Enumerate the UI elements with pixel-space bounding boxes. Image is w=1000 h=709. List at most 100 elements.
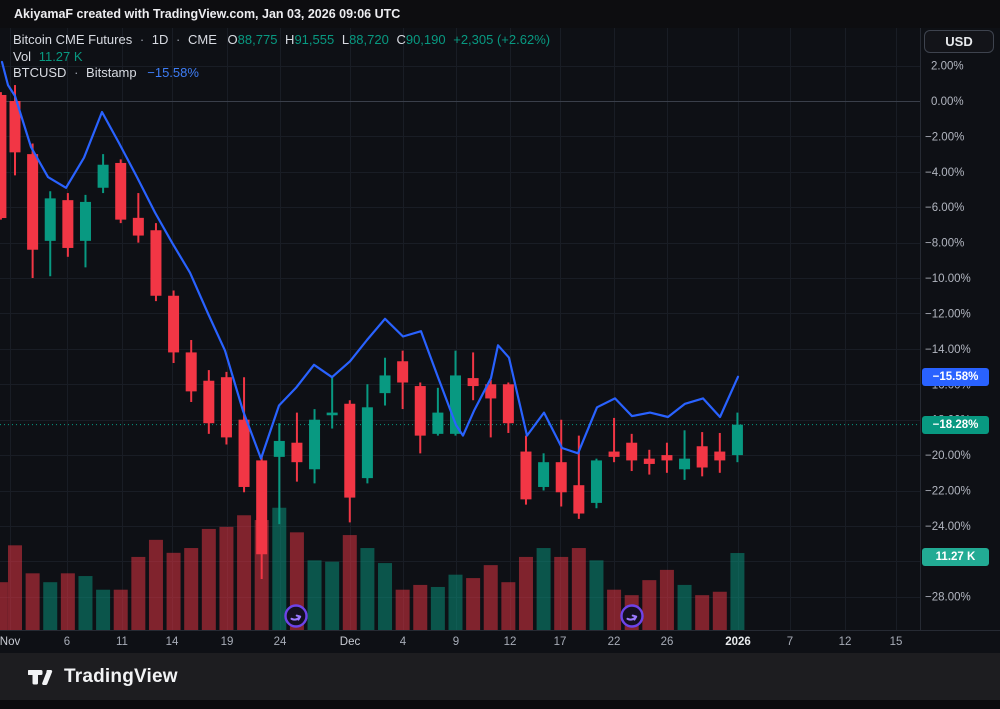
- compare-change-value: −15.58%: [147, 65, 199, 80]
- time-axis-label: 17: [554, 636, 567, 648]
- legend-separator: ·: [176, 32, 181, 47]
- candle-body: [291, 442, 303, 463]
- volume-bar: [184, 548, 199, 630]
- candle-body: [590, 460, 602, 503]
- attribution-banner: AkiyamaF created with TradingView.com, J…: [0, 0, 1000, 28]
- price-axis-label: −20.00%: [925, 450, 971, 462]
- volume-badge: 11.27 K: [922, 548, 989, 566]
- price-axis-label: −28.00%: [925, 592, 971, 604]
- price-axis-label: 0.00%: [931, 96, 964, 108]
- candle-body: [326, 412, 338, 416]
- price-axis[interactable]: 2.00% 0.00% −2.00% −4.00% −6.00% −8.00% −10.00…: [920, 28, 971, 630]
- volume-bar: [43, 582, 58, 630]
- legend-separator: ·: [139, 32, 145, 47]
- interval-label[interactable]: 1D: [151, 32, 169, 47]
- volume-bar: [607, 589, 622, 630]
- symbol-legend-row[interactable]: Bitcoin CME Futures · 1D · CME O88,775 H…: [13, 32, 550, 49]
- time-axis-label: 12: [504, 636, 517, 648]
- volume-bar: [237, 515, 252, 630]
- compare-legend-row[interactable]: BTCUSD · Bitstamp −15.58%: [13, 65, 550, 82]
- compare-line-path: [0, 60, 740, 460]
- candle-body: [538, 462, 550, 487]
- candle-body: [485, 384, 497, 399]
- volume-bar: [466, 578, 481, 630]
- candle-body: [273, 440, 285, 457]
- footer-bar: TradingView: [0, 653, 1000, 700]
- time-axis-label: 15: [890, 636, 903, 648]
- price-axis-label: −22.00%: [925, 486, 971, 498]
- tradingview-logo-icon[interactable]: [28, 665, 54, 689]
- volume-bar: [659, 569, 674, 630]
- compare-price-badge: −15.58%: [922, 367, 989, 386]
- currency-toggle-button[interactable]: USD: [924, 30, 994, 53]
- candle-body: [150, 230, 162, 296]
- ohlc-high-value: 91,555: [294, 32, 335, 47]
- tradingview-brand-text[interactable]: TradingView: [64, 665, 178, 687]
- compare-line-series: [0, 60, 740, 460]
- price-axis-label: −2.00%: [925, 131, 964, 143]
- volume-bar: [60, 573, 75, 630]
- price-axis-label: −4.00%: [925, 167, 964, 179]
- volume-bar: [677, 584, 692, 630]
- volume-bar: [448, 574, 463, 630]
- volume-legend-row[interactable]: Vol 11.27 K: [13, 49, 550, 66]
- volume-bar: [483, 565, 498, 630]
- symbol-title[interactable]: Bitcoin CME Futures: [13, 32, 133, 47]
- volume-bar: [360, 548, 375, 630]
- candle-body: [414, 386, 426, 436]
- candle-body: [185, 352, 197, 392]
- volume-bar: [166, 552, 181, 630]
- ohlc-low-key: L: [341, 32, 350, 47]
- candle-body: [168, 295, 180, 353]
- candle-body: [256, 460, 268, 555]
- time-axis-label: 6: [64, 636, 70, 648]
- attribution-text: AkiyamaF created with TradingView.com, J…: [14, 7, 401, 21]
- volume-bar: [272, 507, 287, 630]
- candle-body: [555, 462, 567, 493]
- volume-bar: [96, 589, 111, 630]
- contract-rollover-markers[interactable]: [284, 604, 644, 628]
- time-axis[interactable]: Nov 6 11 14 19 24 Dec 4 9 12 17 22 26 2026 7 12 15: [0, 630, 1000, 649]
- candle-body: [432, 412, 444, 434]
- candle-body: [361, 407, 373, 479]
- legend-separator: ·: [74, 65, 79, 80]
- time-axis-label: 11: [116, 636, 128, 648]
- candle-body: [714, 451, 726, 461]
- time-axis-label: 7: [787, 636, 793, 648]
- candle-body: [220, 377, 232, 438]
- volume-bar: [518, 556, 533, 630]
- price-axis-label: −8.00%: [925, 238, 964, 250]
- contract-rollover-marker[interactable]: [620, 604, 644, 628]
- volume-bar: [554, 556, 569, 630]
- volume-pane: [0, 507, 745, 630]
- price-axis-label: −12.00%: [925, 308, 971, 320]
- candle-body: [203, 380, 215, 424]
- compare-symbol[interactable]: BTCUSD: [13, 65, 67, 80]
- price-axis-label: 2.00%: [931, 61, 964, 73]
- time-axis-label: 9: [453, 636, 459, 648]
- candle-body: [44, 198, 56, 241]
- volume-bar: [0, 582, 8, 630]
- candle-body: [344, 403, 356, 498]
- volume-value: 11.27 K: [38, 48, 83, 64]
- candle-body: [573, 485, 585, 514]
- volume-bar: [589, 560, 604, 630]
- candle-body: [115, 162, 127, 220]
- contract-rollover-marker[interactable]: [284, 604, 308, 628]
- price-axis-label: −14.00%: [925, 344, 971, 356]
- candlestick-series: [0, 85, 743, 580]
- price-axis-label: −10.00%: [925, 273, 971, 285]
- candle-body: [520, 451, 532, 500]
- candle-body: [731, 424, 743, 456]
- ohlc-close-key: C: [396, 32, 406, 47]
- volume-bar: [342, 535, 357, 630]
- time-axis-label: 22: [608, 636, 621, 648]
- candle-body: [661, 455, 673, 461]
- chart-legend: Bitcoin CME Futures · 1D · CME O88,775 H…: [13, 32, 550, 82]
- ohlc-open-key: O: [227, 32, 238, 47]
- ohlc-low-value: 88,720: [349, 32, 389, 47]
- volume-bar: [430, 586, 445, 630]
- volume-bar: [501, 582, 516, 630]
